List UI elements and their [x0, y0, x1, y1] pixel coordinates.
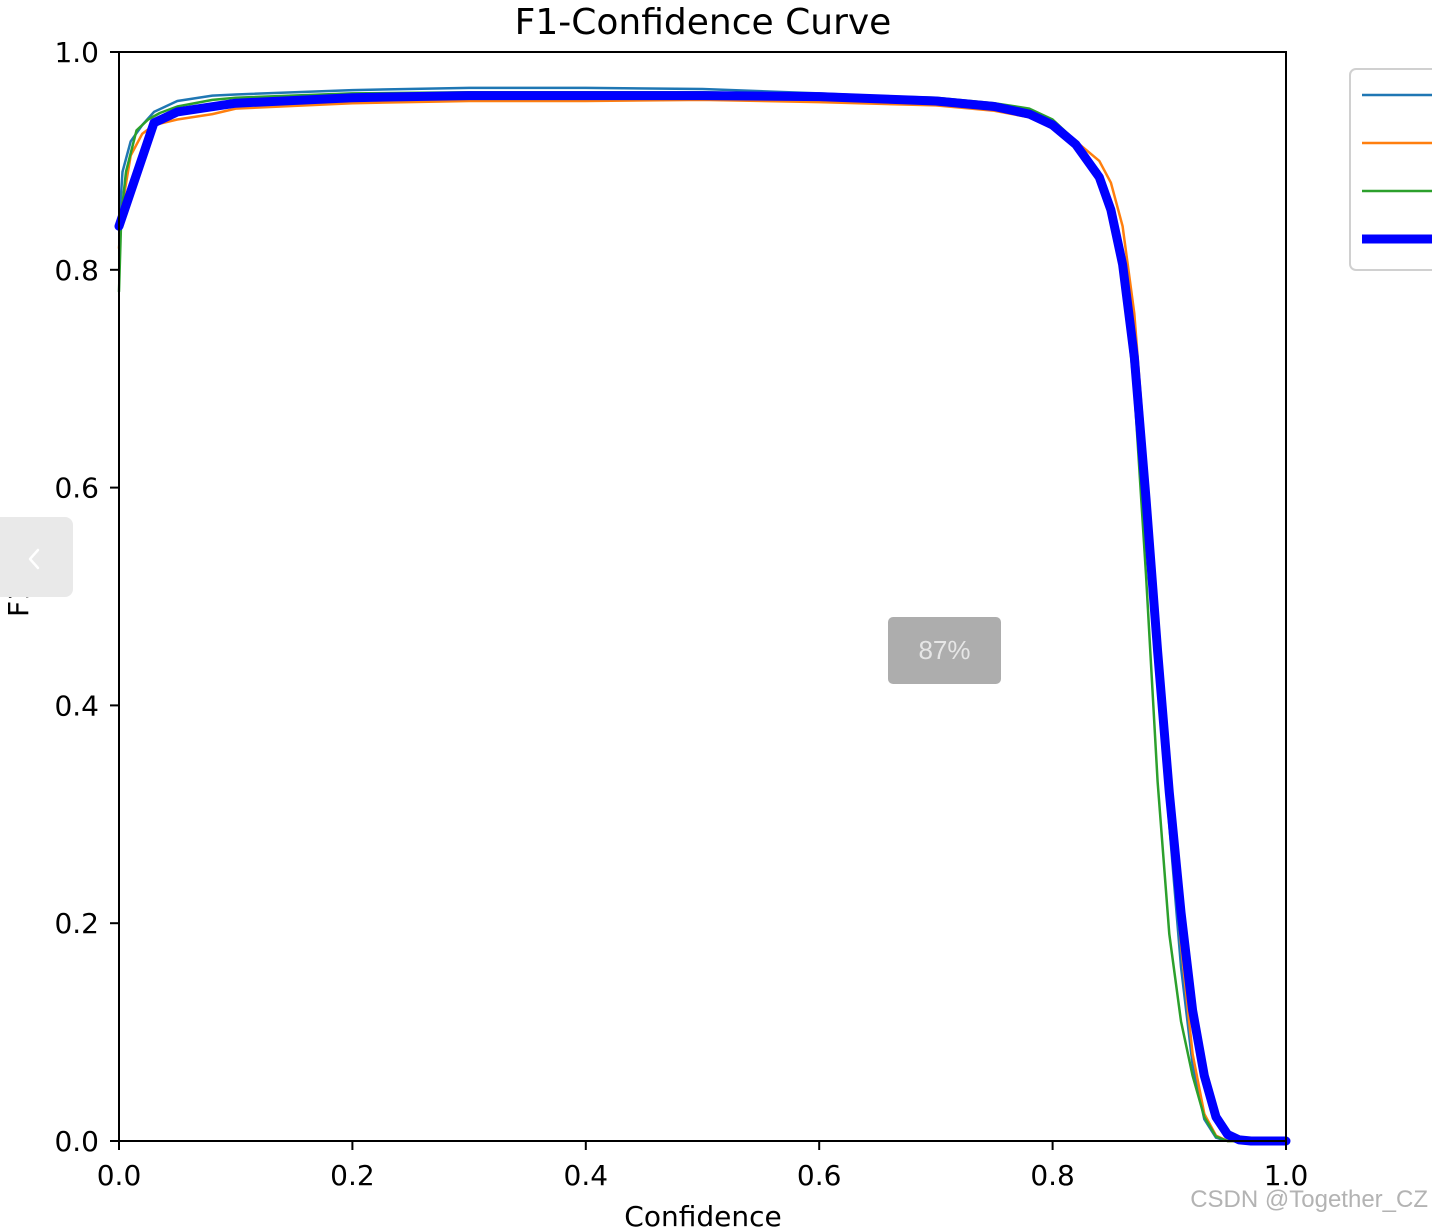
x-tick-label: 0.4 [564, 1159, 609, 1192]
x-tick-label: 0.6 [797, 1159, 842, 1192]
series-layer [114, 86, 1291, 1146]
chevron-left-icon [28, 548, 40, 570]
series-line-3 [117, 91, 1288, 1143]
x-tick-label: 0.0 [97, 1159, 142, 1192]
x-tick-label: 0.2 [330, 1159, 375, 1192]
x-axis-label: Confidence [624, 1200, 781, 1228]
chart-title: F1-Confidence Curve [515, 2, 892, 43]
y-tick-label: 0.2 [54, 907, 99, 940]
axis-layer: 0.0 0.2 0.4 0.6 0.8 1.0 0.0 0.2 0.4 0.6 0.8 1.0 [54, 36, 1308, 1192]
y-tick-label: 1.0 [54, 36, 99, 69]
x-tick-label: 1.0 [1264, 1159, 1309, 1192]
series-line-2 [117, 98, 1288, 1143]
y-tick-label: 0.0 [54, 1125, 99, 1158]
series-line-1 [117, 86, 1288, 1143]
y-tick-label: 0.8 [54, 254, 99, 287]
legend [1349, 68, 1432, 271]
y-tick-label: 0.6 [54, 472, 99, 505]
series-line-4 [114, 91, 1291, 1146]
plot-frame [118, 51, 1287, 1142]
x-tick-label: 0.8 [1030, 1159, 1075, 1192]
y-tick-label: 0.4 [54, 689, 99, 722]
legend-frame [1349, 68, 1432, 271]
previous-image-button[interactable] [0, 517, 73, 597]
zoom-level-badge: 87% [888, 617, 1001, 684]
watermark: CSDN @Together_CZ [1190, 1186, 1428, 1213]
legend-lines [1362, 93, 1432, 244]
